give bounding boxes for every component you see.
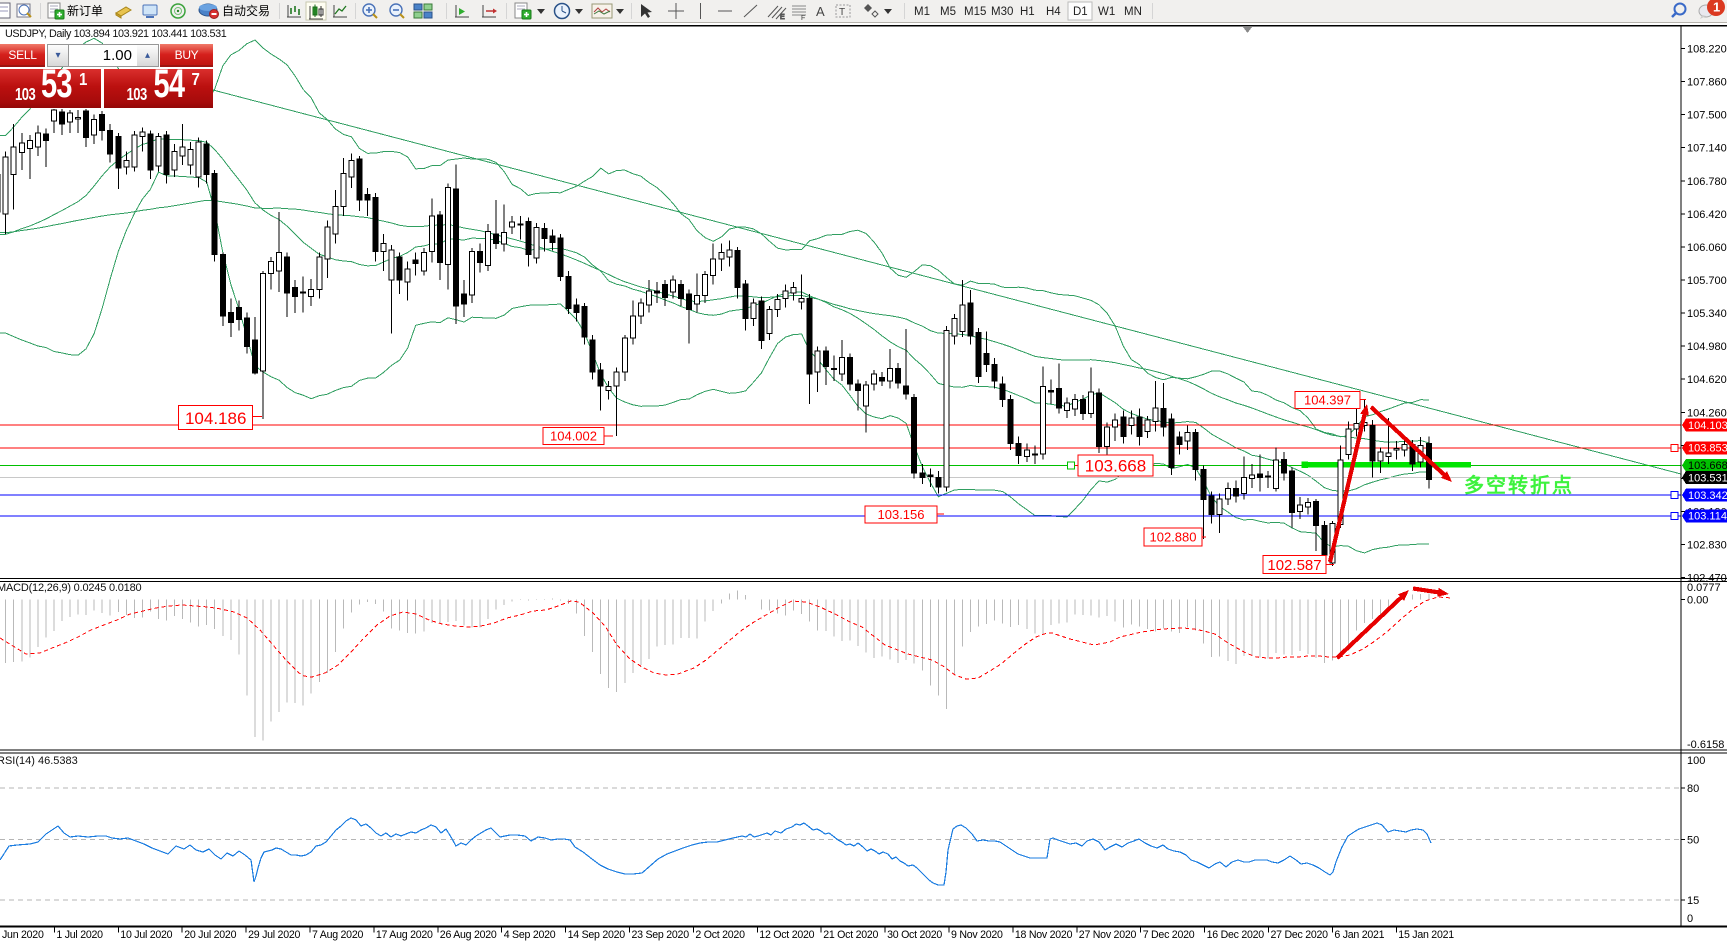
svg-text:14 Sep 2020: 14 Sep 2020 [568, 929, 626, 941]
svg-text:4 Sep 2020: 4 Sep 2020 [504, 929, 556, 941]
svg-text:102.587: 102.587 [1267, 557, 1321, 574]
svg-text:7 Dec 2020: 7 Dec 2020 [1143, 929, 1195, 941]
svg-text:10 Jul 2020: 10 Jul 2020 [120, 929, 172, 941]
svg-text:H1: H1 [1020, 6, 1035, 18]
svg-text:M30: M30 [991, 6, 1013, 18]
svg-text:103.531: 103.531 [1688, 472, 1727, 484]
svg-text:M15: M15 [964, 6, 986, 18]
svg-text:新订单: 新订单 [67, 3, 103, 18]
svg-text:15 Jan 2021: 15 Jan 2021 [1398, 929, 1454, 941]
svg-text:M1: M1 [914, 6, 930, 18]
svg-text:-0.6158: -0.6158 [1687, 739, 1724, 751]
svg-text:29 Jul 2020: 29 Jul 2020 [248, 929, 300, 941]
svg-text:E: E [780, 14, 785, 21]
svg-text:102.830: 102.830 [1687, 540, 1727, 552]
svg-text:27 Dec 2020: 27 Dec 2020 [1271, 929, 1329, 941]
svg-text:30 Oct 2020: 30 Oct 2020 [887, 929, 942, 941]
svg-text:MACD(12,26,9) 0.0245 0.0180: MACD(12,26,9) 0.0245 0.0180 [0, 582, 141, 594]
svg-text:0: 0 [1687, 913, 1693, 925]
svg-text:H4: H4 [1046, 6, 1061, 18]
svg-text:0.0777: 0.0777 [1687, 582, 1721, 594]
svg-text:103.156: 103.156 [878, 507, 925, 522]
svg-text:102.880: 102.880 [1150, 530, 1197, 545]
svg-text:26 Aug 2020: 26 Aug 2020 [440, 929, 497, 941]
svg-text:27 Nov 2020: 27 Nov 2020 [1079, 929, 1137, 941]
svg-text:D1: D1 [1073, 6, 1088, 18]
svg-text:103.853: 103.853 [1688, 443, 1727, 455]
svg-text:107.140: 107.140 [1687, 143, 1727, 155]
svg-text:103.342: 103.342 [1688, 490, 1727, 502]
svg-text:23 Sep 2020: 23 Sep 2020 [632, 929, 690, 941]
svg-text:1: 1 [1713, 0, 1720, 15]
svg-text:15: 15 [1687, 895, 1699, 907]
svg-text:105.340: 105.340 [1687, 308, 1727, 320]
svg-text:103.668: 103.668 [1085, 457, 1146, 476]
svg-text:106.420: 106.420 [1687, 209, 1727, 221]
svg-text:105.700: 105.700 [1687, 275, 1727, 287]
svg-text:104.002: 104.002 [550, 429, 597, 444]
svg-text:106.780: 106.780 [1687, 176, 1727, 188]
svg-text:T: T [839, 7, 845, 18]
svg-text:17 Aug 2020: 17 Aug 2020 [376, 929, 433, 941]
svg-text:21 Oct 2020: 21 Oct 2020 [823, 929, 878, 941]
svg-text:A: A [816, 4, 825, 19]
svg-text:80: 80 [1687, 783, 1699, 795]
svg-text:104.103: 104.103 [1688, 420, 1727, 432]
svg-text:104.186: 104.186 [185, 409, 246, 428]
svg-text:103.668: 103.668 [1688, 460, 1727, 472]
svg-text:12 Oct 2020: 12 Oct 2020 [759, 929, 814, 941]
svg-text:W1: W1 [1098, 6, 1115, 18]
svg-text:MN: MN [1124, 6, 1142, 18]
svg-text:50: 50 [1687, 835, 1699, 847]
svg-text:2 Oct 2020: 2 Oct 2020 [695, 929, 745, 941]
svg-text:103.114: 103.114 [1688, 511, 1727, 523]
svg-text:107.500: 107.500 [1687, 110, 1727, 122]
svg-text:104.260: 104.260 [1687, 407, 1727, 419]
svg-text:7 Aug 2020: 7 Aug 2020 [312, 929, 363, 941]
svg-text:107.860: 107.860 [1687, 77, 1727, 89]
svg-text:M5: M5 [940, 6, 956, 18]
svg-text:104.397: 104.397 [1304, 393, 1351, 408]
svg-text:1 Jul 2020: 1 Jul 2020 [56, 929, 103, 941]
svg-text:多空转折点: 多空转折点 [1464, 473, 1574, 497]
svg-text:16 Dec 2020: 16 Dec 2020 [1207, 929, 1265, 941]
svg-text:104.980: 104.980 [1687, 341, 1727, 353]
svg-text:6 Jan 2021: 6 Jan 2021 [1334, 929, 1384, 941]
svg-text:104.620: 104.620 [1687, 374, 1727, 386]
svg-text:106.060: 106.060 [1687, 242, 1727, 254]
svg-text:0.00: 0.00 [1687, 595, 1708, 607]
svg-text:F: F [801, 15, 805, 22]
svg-text:Jun 2020: Jun 2020 [2, 929, 44, 941]
svg-text:100: 100 [1687, 755, 1705, 767]
svg-text:自动交易: 自动交易 [222, 3, 270, 18]
svg-text:RSI(14) 46.5383: RSI(14) 46.5383 [0, 755, 78, 767]
svg-text:20 Jul 2020: 20 Jul 2020 [184, 929, 236, 941]
svg-text:USDJPY, Daily 103.894 103.921: USDJPY, Daily 103.894 103.921 103.441 10… [5, 28, 227, 40]
svg-text:108.220: 108.220 [1687, 44, 1727, 56]
svg-text:102.470: 102.470 [1687, 573, 1727, 585]
svg-text:9 Nov 2020: 9 Nov 2020 [951, 929, 1003, 941]
svg-text:18 Nov 2020: 18 Nov 2020 [1015, 929, 1073, 941]
